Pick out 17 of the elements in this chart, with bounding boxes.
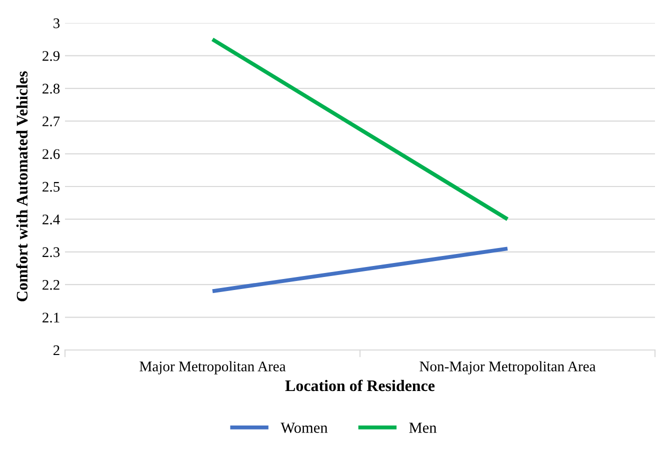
y-tick-label: 2.2: [42, 280, 60, 290]
x-tick-label: Non-Major Metropolitan Area: [420, 361, 596, 374]
y-tick-label: 3: [54, 18, 60, 28]
x-axis-title: Location of Residence: [285, 380, 435, 392]
y-tick-label: 2.6: [42, 149, 60, 160]
y-tick-label: 2.9: [42, 51, 60, 61]
legend-label: Women: [280, 422, 328, 433]
legend-label: Men: [409, 422, 437, 433]
x-tick-label: Major Metropolitan Area: [140, 361, 286, 374]
y-tick-label: 2.3: [42, 247, 60, 258]
y-tick-label: 2.4: [42, 214, 60, 224]
y-tick-label: 2: [53, 345, 60, 356]
y-tick-label: 2.7: [42, 116, 60, 126]
y-axis-title: Comfort with Automated Vehicles: [16, 71, 28, 302]
y-tick-label: 2.8: [42, 84, 60, 94]
y-tick-label: 2.5: [42, 182, 60, 192]
y-tick-label: 2.1: [42, 312, 60, 323]
